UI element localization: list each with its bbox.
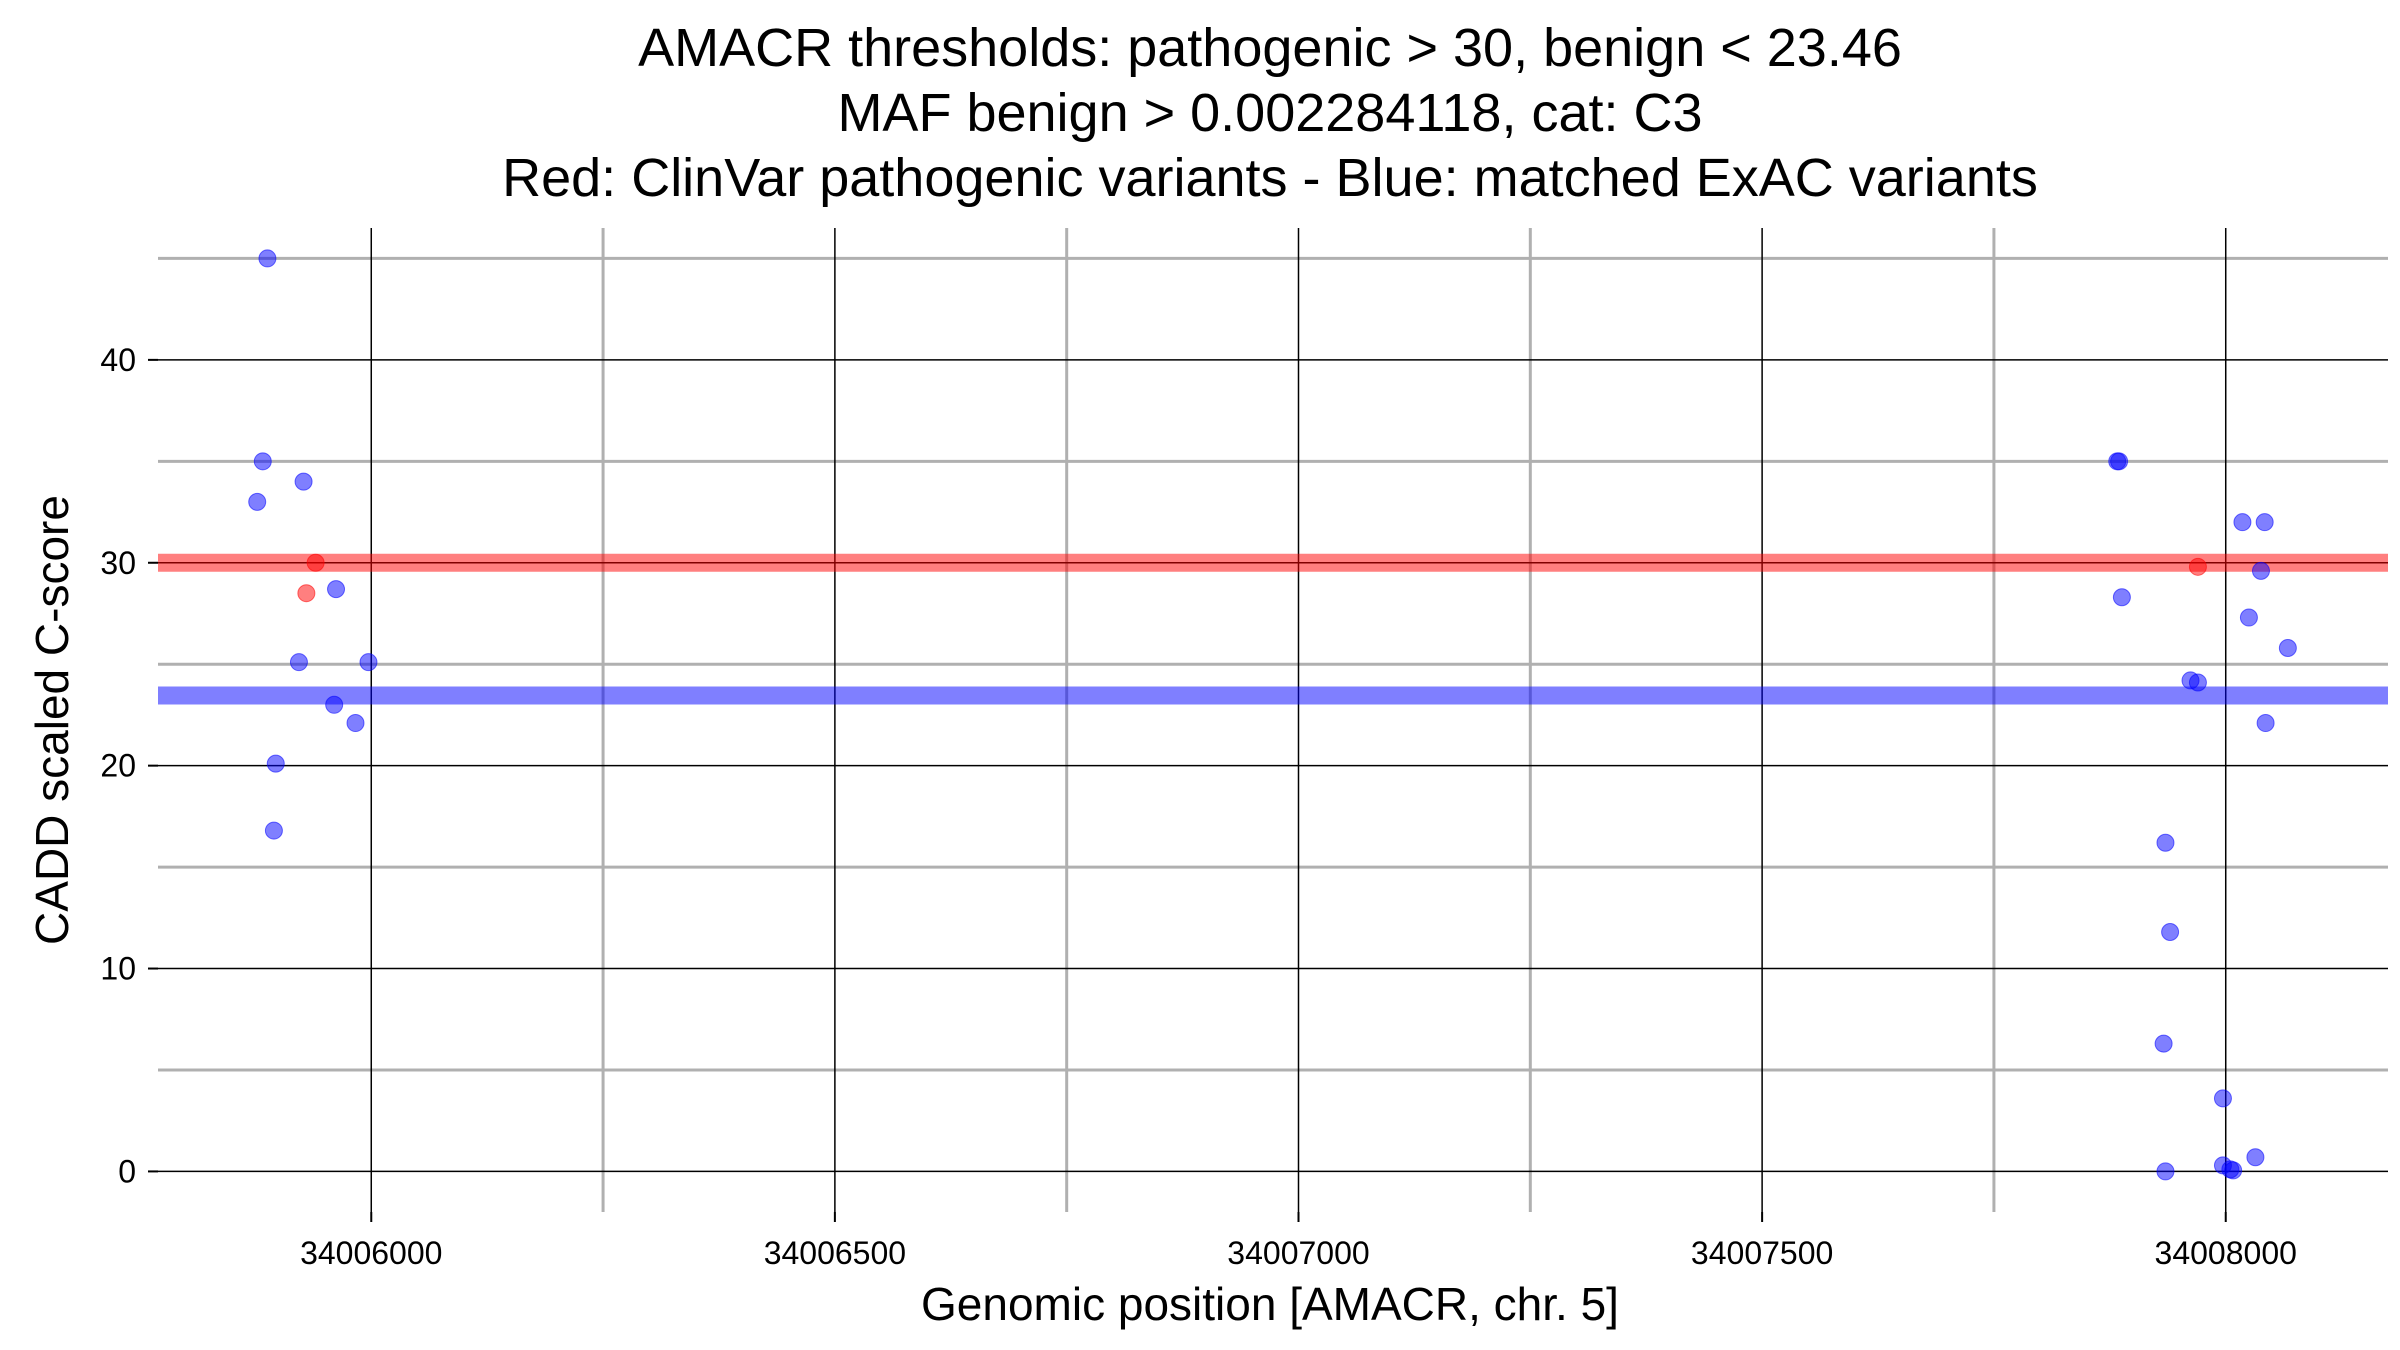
x-tick-label-1: 34006500 (764, 1235, 906, 1271)
grid-layer (158, 228, 2388, 1212)
exac-point-15 (2188, 673, 2207, 692)
x-tick-label-0: 34006000 (300, 1235, 442, 1271)
exac-point-1 (253, 452, 272, 471)
exac-point-17 (2255, 513, 2274, 532)
exac-point-23 (2161, 923, 2180, 942)
threshold-layer (158, 553, 2388, 705)
exac-point-16 (2233, 513, 2252, 532)
exac-point-9 (266, 754, 285, 773)
y-tick-label-1: 10 (100, 951, 136, 987)
exac-point-4 (327, 580, 346, 599)
exac-point-12 (2110, 452, 2129, 471)
clinvar-point-2 (2188, 557, 2207, 576)
clinvar-point-1 (306, 553, 325, 572)
points-layer (248, 249, 2297, 1181)
y-tick-label-3: 30 (100, 545, 136, 581)
exac-point-29 (2224, 1161, 2243, 1180)
exac-point-22 (2156, 833, 2175, 852)
axis-layer: 34006000 34006500 34007000 34007500 34008000… (100, 342, 2297, 1271)
x-tick-label-4: 34008000 (2155, 1235, 2297, 1271)
exac-point-30 (2156, 1162, 2175, 1181)
chart-title-line-3: Red: ClinVar pathogenic variants - Blue:… (502, 148, 2038, 208)
exac-point-7 (325, 695, 344, 714)
x-tick-label-3: 34007500 (1691, 1235, 1833, 1271)
exac-point-6 (359, 653, 378, 672)
exac-point-26 (2246, 1148, 2265, 1167)
x-axis-label: Genomic position [AMACR, chr. 5] (921, 1278, 1619, 1330)
chart-title-line-2: MAF benign > 0.002284118, cat: C3 (837, 83, 1702, 143)
exac-point-25 (2213, 1089, 2232, 1108)
y-tick-label-2: 20 (100, 748, 136, 784)
exac-point-10 (264, 821, 283, 840)
exac-point-19 (2239, 608, 2258, 627)
clinvar-point-0 (297, 584, 316, 603)
y-axis-label: CADD scaled C-score (26, 495, 78, 945)
x-tick-label-2: 34007000 (1227, 1235, 1369, 1271)
exac-point-18 (2251, 561, 2270, 580)
exac-point-13 (2112, 588, 2131, 607)
exac-point-20 (2278, 638, 2297, 657)
exac-point-3 (294, 472, 313, 491)
chart-title-line-1: AMACR thresholds: pathogenic > 30, benig… (638, 18, 1902, 78)
exac-point-0 (258, 249, 277, 268)
y-tick-label-0: 0 (118, 1153, 136, 1189)
exac-point-5 (289, 653, 308, 672)
exac-point-8 (346, 714, 365, 733)
chart-title: AMACR thresholds: pathogenic > 30, benig… (502, 18, 2038, 208)
y-tick-label-4: 40 (100, 342, 136, 378)
exac-point-24 (2154, 1034, 2173, 1053)
exac-point-21 (2256, 714, 2275, 733)
exac-point-2 (248, 492, 267, 511)
